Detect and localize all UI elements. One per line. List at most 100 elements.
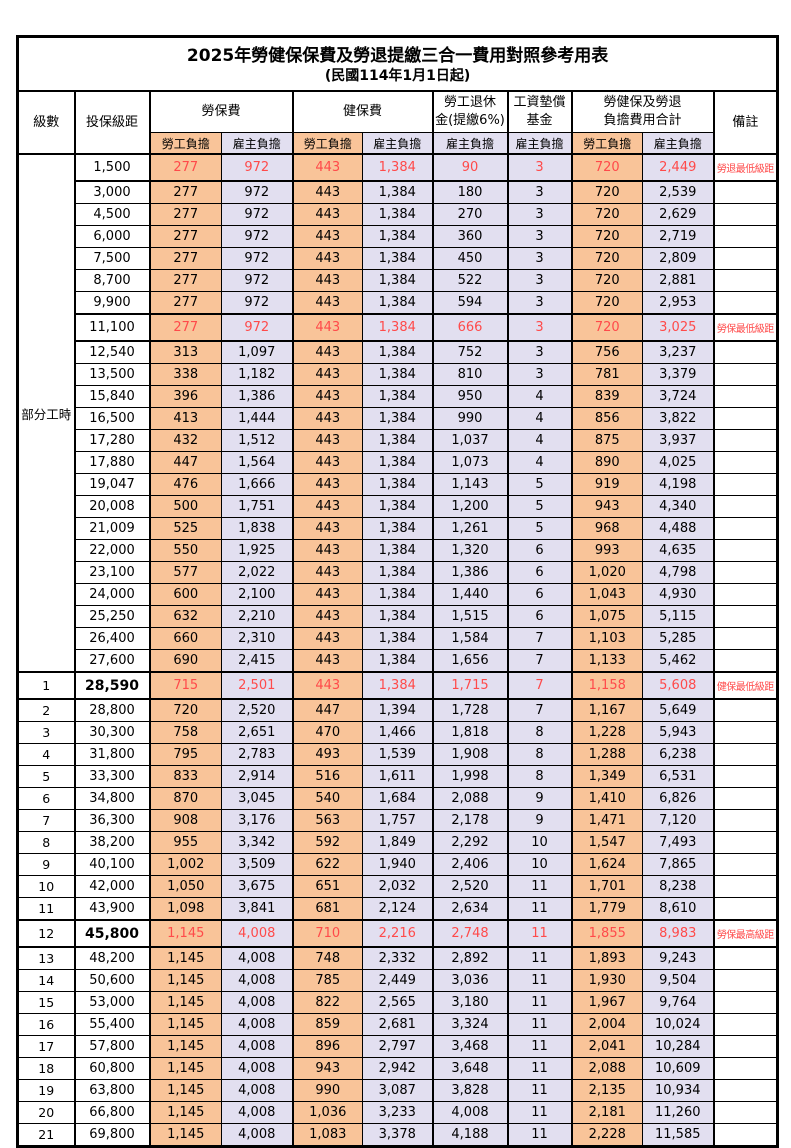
bracket-cell: 57,800: [73, 1035, 150, 1058]
title-cell: 2025年勞健保保費及勞退提繳三合一費用對照參考用表 (民國114年1月1日起): [16, 36, 779, 92]
health-employee-cell: 443: [291, 269, 363, 292]
labor-employer-cell: 4,008: [221, 946, 293, 970]
health-employee-cell: 493: [291, 743, 363, 766]
labor-employer-cell: 972: [221, 203, 293, 226]
pension-employer-cell: 2,634: [431, 897, 508, 921]
table-row: 10 42,000 1,050 3,675 651 2,032 2,520 11…: [17, 875, 779, 898]
health-employer-cell: 1,384: [362, 539, 433, 562]
labor-employer-cell: 2,501: [221, 671, 293, 700]
health-employer-cell: 1,384: [362, 473, 433, 496]
health-employee-cell: 443: [291, 407, 363, 430]
remark-cell: [712, 451, 779, 474]
total-employee-cell: 720: [571, 291, 643, 315]
pension-employer-cell: 1,143: [431, 473, 508, 496]
table-row: 14 50,600 1,145 4,008 785 2,449 3,036 11…: [17, 969, 779, 992]
total-employee-cell: 2,135: [571, 1079, 643, 1102]
subheader-fund-employer: 雇主負擔: [506, 132, 573, 155]
bracket-cell: 30,300: [73, 721, 150, 744]
labor-employer-cell: 2,210: [221, 605, 293, 628]
table-row: 8 38,200 955 3,342 592 1,849 2,292 10 1,…: [17, 831, 779, 854]
header-health-insurance: 健保費: [291, 90, 433, 133]
total-employer-cell: 2,809: [642, 247, 715, 270]
labor-employee-cell: 1,098: [148, 897, 222, 921]
header-wage-fund: 工資墊償 基金: [506, 90, 573, 133]
health-employer-cell: 1,384: [362, 203, 433, 226]
total-employer-cell: 10,934: [642, 1079, 715, 1102]
table-body: 部分工時 1,500 277 972 443 1,384 90 3 720 2,…: [17, 153, 779, 1147]
remark-cell: [712, 1123, 779, 1147]
level-cell: 20: [17, 1101, 75, 1124]
labor-employer-cell: 4,008: [221, 1123, 293, 1147]
labor-employer-cell: 972: [221, 269, 293, 292]
table-row: 12,540 313 1,097 443 1,384 752 3 756 3,2…: [18, 340, 779, 364]
total-employee-cell: 1,893: [571, 946, 643, 970]
bracket-cell: 26,400: [73, 627, 150, 650]
labor-employee-cell: 277: [148, 313, 222, 342]
total-employer-cell: 2,881: [642, 269, 715, 292]
wage-fund-employer-cell: 11: [506, 1035, 573, 1058]
health-employee-cell: 1,036: [291, 1101, 363, 1124]
total-employee-cell: 1,133: [571, 649, 643, 673]
wage-fund-employer-cell: 11: [506, 1101, 573, 1124]
bracket-cell: 53,000: [73, 991, 150, 1014]
remark-cell: [712, 225, 779, 248]
pension-employer-cell: 2,178: [431, 809, 508, 832]
total-employee-cell: 2,228: [571, 1123, 643, 1147]
labor-employee-cell: 550: [148, 539, 222, 562]
table-row: 26,400 660 2,310 443 1,384 1,584 7 1,103…: [18, 627, 779, 650]
wage-fund-employer-cell: 8: [506, 743, 573, 766]
total-employee-cell: 1,624: [571, 853, 643, 876]
remark-cell: 勞退最低級距: [712, 153, 779, 182]
health-employer-cell: 1,384: [362, 247, 433, 270]
labor-employer-cell: 1,838: [221, 517, 293, 540]
wage-fund-employer-cell: 3: [506, 247, 573, 270]
remark-cell: [712, 1057, 779, 1080]
table-row: 3 30,300 758 2,651 470 1,466 1,818 8 1,2…: [17, 721, 779, 744]
health-employer-cell: 1,384: [362, 495, 433, 518]
labor-employer-cell: 1,097: [221, 340, 293, 364]
labor-employer-cell: 1,386: [221, 385, 293, 408]
total-employer-cell: 5,462: [642, 649, 715, 673]
wage-fund-employer-cell: 11: [506, 1013, 573, 1036]
wage-fund-employer-cell: 3: [506, 225, 573, 248]
subheader-total-employer: 雇主負擔: [642, 132, 715, 155]
total-employer-cell: 3,822: [642, 407, 715, 430]
header-pension-line1: 勞工退休: [443, 95, 496, 111]
labor-employee-cell: 690: [148, 649, 222, 673]
labor-employee-cell: 720: [148, 698, 222, 722]
health-employee-cell: 443: [291, 180, 363, 204]
total-employer-cell: 5,115: [642, 605, 715, 628]
health-employer-cell: 1,384: [362, 225, 433, 248]
pension-employer-cell: 2,748: [431, 919, 508, 948]
total-employee-cell: 856: [571, 407, 643, 430]
health-employee-cell: 443: [291, 539, 363, 562]
health-employee-cell: 681: [291, 897, 363, 921]
bracket-cell: 24,000: [73, 583, 150, 606]
pension-employer-cell: 522: [431, 269, 508, 292]
labor-employer-cell: 972: [221, 247, 293, 270]
labor-employer-cell: 1,751: [221, 495, 293, 518]
pension-employer-cell: 666: [431, 313, 508, 342]
health-employee-cell: 443: [291, 517, 363, 540]
title-row: 2025年勞健保保費及勞退提繳三合一費用對照參考用表 (民國114年1月1日起): [16, 36, 779, 92]
total-employer-cell: 4,198: [642, 473, 715, 496]
total-employer-cell: 4,340: [642, 495, 715, 518]
wage-fund-employer-cell: 11: [506, 946, 573, 970]
health-employee-cell: 443: [291, 671, 363, 700]
health-employer-cell: 3,233: [362, 1101, 433, 1124]
table-row: 15,840 396 1,386 443 1,384 950 4 839 3,7…: [18, 385, 779, 408]
labor-employee-cell: 277: [148, 291, 222, 315]
health-employer-cell: 1,394: [362, 698, 433, 722]
total-employee-cell: 875: [571, 429, 643, 452]
table-header: 2025年勞健保保費及勞退提繳三合一費用對照參考用表 (民國114年1月1日起)…: [16, 36, 779, 155]
total-employer-cell: 10,024: [642, 1013, 715, 1036]
total-employee-cell: 1,103: [571, 627, 643, 650]
labor-employer-cell: 1,666: [221, 473, 293, 496]
table-row: 16 55,400 1,145 4,008 859 2,681 3,324 11…: [17, 1013, 779, 1036]
bracket-cell: 38,200: [73, 831, 150, 854]
total-employer-cell: 4,930: [642, 583, 715, 606]
total-employee-cell: 839: [571, 385, 643, 408]
header-pension-line2: 金(提繳6%): [435, 113, 505, 128]
health-employer-cell: 1,384: [362, 517, 433, 540]
health-employee-cell: 748: [291, 946, 363, 970]
